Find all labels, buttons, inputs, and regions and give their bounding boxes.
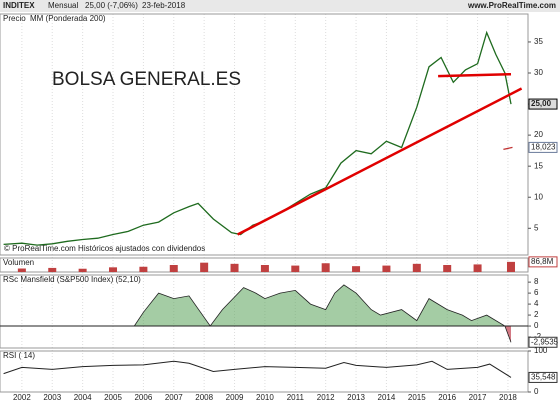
panel-frame xyxy=(0,13,529,256)
indicator-label: MM (Ponderada 200) xyxy=(30,14,106,23)
volume-bar xyxy=(352,266,361,272)
y-tick-label: 20 xyxy=(534,130,543,139)
volume-bar xyxy=(109,267,118,272)
volume-bar xyxy=(506,261,515,272)
volume-bar xyxy=(200,262,209,272)
value-box xyxy=(528,256,558,268)
x-tick-label: 2004 xyxy=(74,393,92,402)
panel-title: RSI ( 14) xyxy=(3,351,35,360)
volume-bar xyxy=(473,264,482,272)
rsc-line xyxy=(133,284,512,343)
x-tick-label: 2010 xyxy=(256,393,274,402)
y-tick-label: 6 xyxy=(534,288,539,297)
volume-bar xyxy=(139,266,148,272)
value-box xyxy=(528,141,558,153)
x-tick-label: 2002 xyxy=(13,393,31,402)
volume-bar xyxy=(260,265,269,272)
y-tick-label: 100 xyxy=(534,346,548,355)
x-tick-label: 2017 xyxy=(469,393,487,402)
y-tick-label: 5 xyxy=(534,223,539,232)
volume-bar xyxy=(78,268,87,272)
x-tick-label: 2005 xyxy=(104,393,122,402)
footnote: © ProRealTime.com Históricos ajustados c… xyxy=(4,244,205,253)
volume-bar xyxy=(412,263,421,272)
volume-bar xyxy=(17,268,26,272)
panel-frame xyxy=(0,274,529,349)
x-tick-label: 2009 xyxy=(226,393,244,402)
value-box xyxy=(528,336,558,348)
volume-bar xyxy=(443,265,452,272)
value-label: 86,8M xyxy=(531,257,554,266)
panel-frame xyxy=(0,350,529,393)
date: 23-feb-2018 xyxy=(142,1,186,10)
y-tick-label: 10 xyxy=(534,192,543,201)
y-tick-label: -2 xyxy=(534,332,542,341)
x-tick-label: 2012 xyxy=(317,393,335,402)
x-tick-label: 2014 xyxy=(378,393,396,402)
quote: 25,00 (-7,06%) xyxy=(85,1,138,10)
value-label: 18,023 xyxy=(531,143,556,152)
trendline xyxy=(237,87,523,236)
price-line xyxy=(503,146,513,151)
area-negative xyxy=(504,326,511,343)
y-tick-label: 2 xyxy=(534,310,539,319)
volume-bar xyxy=(169,265,178,272)
annotation: BOLSA GENERAL.ES xyxy=(52,69,241,90)
y-tick-label: 35 xyxy=(534,37,543,46)
volume-bar xyxy=(48,267,57,272)
area-positive xyxy=(134,284,511,327)
volume-bar xyxy=(321,263,330,272)
rsi-line xyxy=(3,360,512,378)
price-line xyxy=(3,30,512,246)
volume-bar xyxy=(291,265,300,272)
y-tick-label: 8 xyxy=(534,277,539,286)
x-tick-label: 2016 xyxy=(438,393,456,402)
y-tick-label: 30 xyxy=(534,68,543,77)
value-box xyxy=(528,98,558,110)
panel-title: Precio xyxy=(3,14,26,23)
value-label: 35,548 xyxy=(531,373,556,382)
panel-title: Volumen xyxy=(3,258,34,267)
y-tick-label: 15 xyxy=(534,161,543,170)
value-label: 25,00 xyxy=(531,99,552,108)
x-tick-label: 2018 xyxy=(499,393,517,402)
x-tick-label: 2003 xyxy=(43,393,61,402)
value-label: -2,9535 xyxy=(531,337,559,346)
header-bar xyxy=(0,0,560,12)
panel-title: RSc Mansfield (S&P500 Index) (52,10) xyxy=(3,275,141,284)
trendline xyxy=(438,72,512,78)
period: Mensual xyxy=(48,1,78,10)
symbol: INDITEX xyxy=(3,1,35,10)
volume-bar xyxy=(230,263,239,272)
site: www.ProRealTime.com xyxy=(467,1,556,10)
x-tick-label: 2013 xyxy=(347,393,365,402)
volume-bar xyxy=(382,265,391,272)
y-tick-label: 0 xyxy=(534,387,539,396)
value-box xyxy=(528,371,558,383)
x-tick-label: 2011 xyxy=(287,393,305,402)
x-tick-label: 2008 xyxy=(195,393,213,402)
x-tick-label: 2006 xyxy=(134,393,152,402)
y-tick-label: 0 xyxy=(534,321,539,330)
x-tick-label: 2007 xyxy=(165,393,183,402)
x-tick-label: 2015 xyxy=(408,393,426,402)
y-tick-label: 4 xyxy=(534,299,539,308)
